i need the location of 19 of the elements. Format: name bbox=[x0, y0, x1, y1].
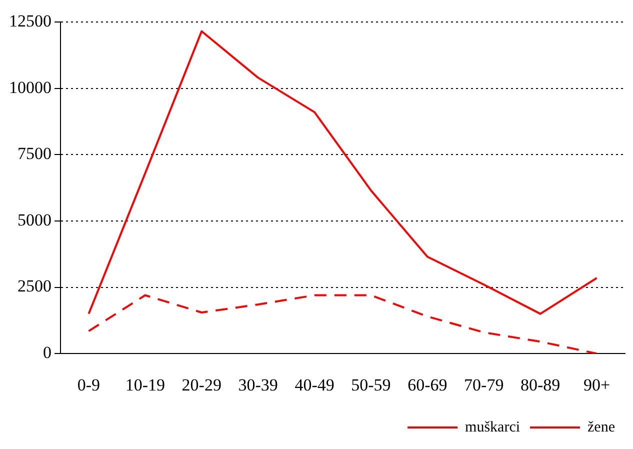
y-tick-label: 5000 bbox=[18, 210, 52, 230]
x-tick-label: 30-39 bbox=[238, 375, 278, 394]
x-tick-label: 90+ bbox=[583, 375, 610, 394]
x-tick-label: 40-49 bbox=[294, 375, 334, 394]
y-tick-label: 12500 bbox=[9, 11, 52, 30]
x-tick-label: 0-9 bbox=[77, 375, 100, 394]
x-tick-label: 10-19 bbox=[125, 375, 166, 394]
x-tick-label: 20-29 bbox=[182, 375, 222, 394]
y-tick-label: 2500 bbox=[18, 276, 52, 296]
x-tick-label: 60-69 bbox=[408, 375, 448, 394]
y-tick-label: 7500 bbox=[18, 144, 52, 164]
y-tick-label: 10000 bbox=[9, 78, 52, 97]
x-tick-label: 50-59 bbox=[351, 375, 391, 394]
legend-label: žene bbox=[588, 419, 616, 436]
line-series bbox=[88, 294, 598, 354]
y-tick-label: 0 bbox=[43, 343, 52, 362]
x-tick-label: 70-79 bbox=[464, 375, 504, 394]
legend-label: muškarci bbox=[465, 419, 520, 436]
x-tick-label: 80-89 bbox=[520, 375, 560, 394]
